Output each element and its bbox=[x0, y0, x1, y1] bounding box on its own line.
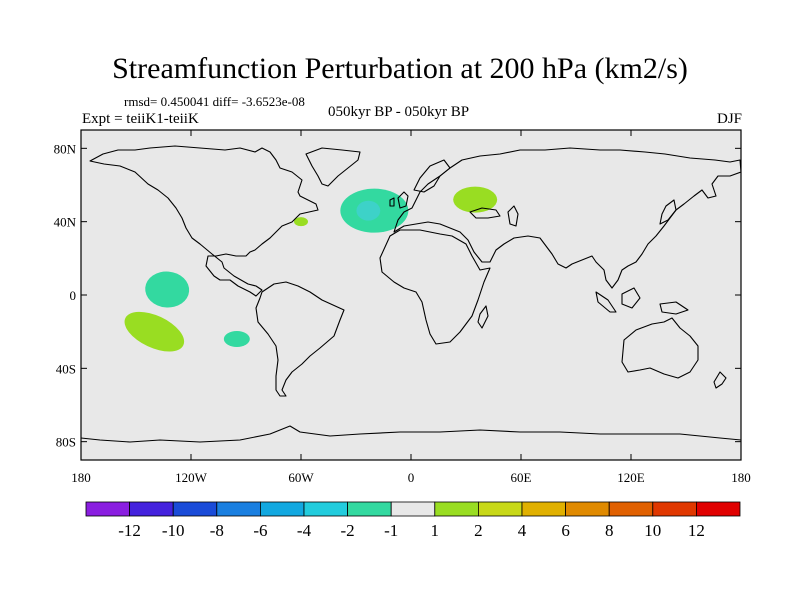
season-label: DJF bbox=[716, 111, 742, 127]
map-background bbox=[81, 130, 741, 460]
colorbar-swatch bbox=[565, 501, 610, 517]
colorbar: -12 -10 -8 -6 -4 -2 -1 1 2 4 6 8 10 12 bbox=[85, 501, 741, 540]
coast-greenland bbox=[305, 147, 361, 187]
lon-tick-label: 120E bbox=[617, 470, 645, 485]
experiment-label: Expt = teiiK1-teiiK bbox=[82, 111, 199, 127]
colorbar-label: -8 bbox=[210, 521, 224, 540]
colorbar-swatch bbox=[85, 501, 130, 517]
anomaly-core-north-atlantic-negative bbox=[356, 200, 381, 221]
lat-tick-label: 40N bbox=[54, 215, 77, 230]
lat-tick-label: 40S bbox=[56, 361, 76, 376]
rmsd-stats: rmsd= 0.450041 diff= -3.6523e-08 bbox=[124, 94, 305, 109]
colorbar-swatch bbox=[259, 501, 305, 517]
coast-british-isles bbox=[389, 191, 409, 209]
lat-tick-label: 80S bbox=[56, 435, 76, 450]
colorbar-label: -6 bbox=[253, 521, 267, 540]
colorbar-swatch bbox=[608, 501, 654, 517]
colorbar-label: 8 bbox=[605, 521, 614, 540]
anomaly-south-east-pacific-negative bbox=[223, 331, 250, 347]
anomaly-europe-positive bbox=[453, 186, 498, 213]
coast-japan bbox=[659, 199, 677, 225]
colorbar-label: -12 bbox=[118, 521, 141, 540]
coastlines bbox=[81, 145, 741, 443]
colorbar-label: -4 bbox=[297, 521, 312, 540]
colorbar-swatch bbox=[477, 501, 523, 517]
colorbar-label: 2 bbox=[474, 521, 483, 540]
colorbar-swatch bbox=[129, 501, 174, 517]
colorbar-label: 12 bbox=[688, 521, 705, 540]
map-title: Streamfunction Perturbation at 200 hPa (… bbox=[112, 52, 688, 85]
colorbar-swatch bbox=[390, 501, 436, 517]
colorbar-swatch bbox=[303, 501, 348, 517]
lon-tick-label: 120W bbox=[175, 470, 208, 485]
coast-antarctica bbox=[81, 425, 741, 443]
lon-tick-label: 180 bbox=[731, 470, 751, 485]
coast-scandinavia bbox=[413, 159, 451, 193]
colorbar-label: -10 bbox=[162, 521, 185, 540]
map-panel: 80N 40N 0 40S 80S 180 120W 60W 0 60E 120E 180 bbox=[54, 129, 751, 485]
coast-north-america bbox=[89, 145, 319, 297]
colorbar-label: -2 bbox=[341, 521, 355, 540]
colorbar-swatch bbox=[652, 501, 697, 517]
lat-tick-label: 0 bbox=[70, 288, 77, 303]
lon-tick-label: 60E bbox=[511, 470, 532, 485]
coast-madagascar bbox=[477, 305, 489, 329]
coast-sumatra bbox=[595, 291, 617, 313]
colorbar-swatch bbox=[347, 501, 392, 517]
colorbar-swatch bbox=[216, 501, 261, 517]
coast-black-sea bbox=[469, 207, 501, 219]
colorbar-label: 4 bbox=[518, 521, 527, 540]
lat-tick-label: 80N bbox=[54, 141, 77, 156]
colorbar-label: -1 bbox=[384, 521, 398, 540]
lon-tick-label: 60W bbox=[288, 470, 314, 485]
period-label: 050kyr BP - 050kyr BP bbox=[328, 104, 470, 120]
coast-africa bbox=[379, 229, 491, 345]
coast-australia bbox=[621, 317, 699, 379]
colorbar-swatch bbox=[434, 501, 479, 517]
coast-borneo bbox=[621, 287, 641, 309]
anomaly-south-pacific-positive bbox=[124, 311, 185, 352]
coast-new-zealand bbox=[713, 371, 727, 389]
colorbar-swatch bbox=[172, 501, 218, 517]
coast-eurasia bbox=[393, 147, 741, 289]
colorbar-label: 1 bbox=[431, 521, 440, 540]
coast-caspian bbox=[507, 205, 519, 227]
coast-south-america bbox=[255, 281, 345, 397]
colorbar-label: 6 bbox=[561, 521, 570, 540]
colorbar-swatch bbox=[521, 501, 566, 517]
anomaly-east-us-positive bbox=[294, 217, 308, 227]
coast-new-guinea bbox=[659, 301, 689, 315]
lon-tick-label: 0 bbox=[408, 470, 415, 485]
colorbar-label: 10 bbox=[644, 521, 661, 540]
anomaly-tropical-pacific-negative bbox=[145, 271, 190, 308]
colorbar-swatch bbox=[696, 501, 741, 517]
map-ticks: 80N 40N 0 40S 80S 180 120W 60W 0 60E 120E 180 bbox=[54, 130, 751, 485]
lon-tick-label: 180 bbox=[71, 470, 91, 485]
